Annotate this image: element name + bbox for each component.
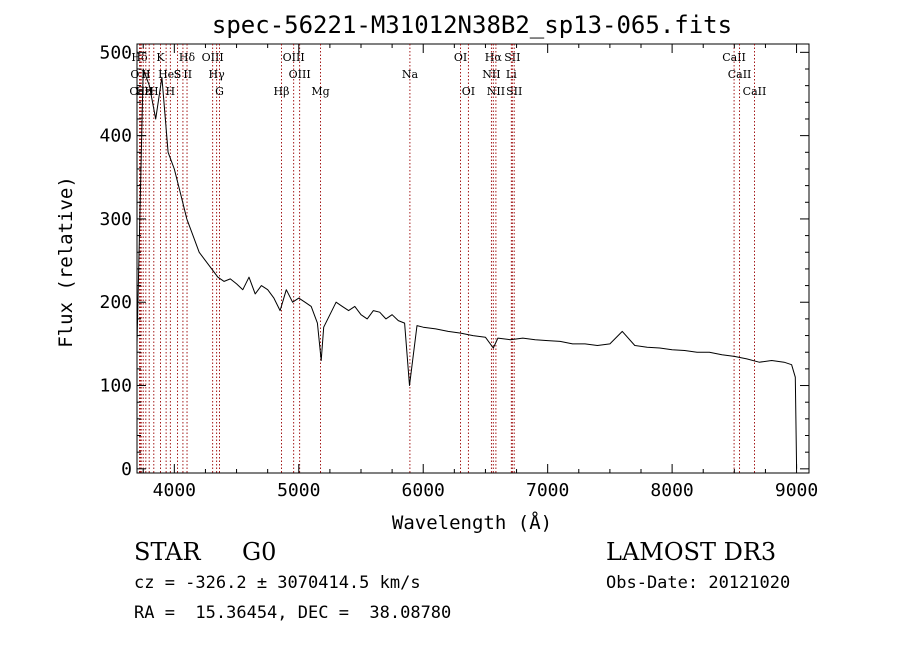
spectral-line-label: Hγ [209, 68, 226, 81]
x-tick-label: 7000 [526, 480, 569, 501]
spectral-line-label: S [174, 68, 182, 81]
spectral-line-label: H [144, 85, 154, 98]
spectral-line-label: K [156, 51, 165, 64]
spectral-line-label: Hε [136, 85, 152, 98]
spectral-line-label: H [149, 85, 159, 98]
spectral-line-label: CaII [743, 85, 767, 98]
spectral-line-label: O II [130, 68, 150, 81]
spectral-line-label: S II [174, 68, 192, 81]
x-axis-label: Wavelength (Å) [392, 511, 552, 534]
object-subclass: G0 [242, 538, 277, 566]
spectral-line-label: Hδ [131, 51, 148, 64]
x-tick-label: 8000 [650, 480, 693, 501]
spectral-line-label: Mg [311, 85, 329, 98]
x-tick-label: 9000 [775, 480, 818, 501]
spectral-line-label: OI [462, 85, 475, 98]
y-tick-label: 0 [121, 459, 132, 480]
y-tick-label: 500 [99, 42, 132, 63]
plot-frame [136, 43, 810, 474]
y-axis: 0 100 200 300 400 500 [99, 42, 809, 480]
spectral-line-label: OIII [202, 51, 224, 64]
spectral-line-label: OI [454, 51, 467, 64]
y-axis-label: Flux (relative) [55, 176, 77, 348]
velocity-text: cz = -326.2 ± 3070414.5 km/s [134, 573, 421, 593]
survey-label: LAMOST DR3 [606, 538, 777, 566]
spectral-line-label: NII [482, 68, 500, 81]
spectral-line-label: CaII [728, 68, 752, 81]
spectral-line-label: CaII [129, 85, 153, 98]
spectral-line-label: G [215, 85, 224, 98]
spectral-line-label: OIII [289, 68, 311, 81]
spectral-line-label: Li [506, 68, 517, 81]
coordinates-text: RA = 15.36454, DEC = 38.08780 [134, 603, 452, 623]
spectral-line-label: Hα [485, 51, 503, 64]
spectral-line-label: Hδ [179, 51, 196, 64]
x-tick-label: 4000 [153, 480, 196, 501]
spectral-line-label: H [166, 85, 176, 98]
x-tick-label: 5000 [277, 480, 320, 501]
spectral-line-label: CaII [722, 51, 746, 64]
flux-series-group [136, 68, 798, 469]
spectral-line-label: SII [504, 51, 520, 64]
spectral-line-label: SII [506, 85, 522, 98]
x-axis: 4000 5000 6000 7000 8000 9000 [142, 44, 818, 501]
y-tick-label: 300 [99, 209, 132, 230]
spectral-line-label: NII [487, 85, 505, 98]
spectral-line-label: H [141, 68, 151, 81]
y-tick-label: 400 [99, 126, 132, 147]
spectral-line-label: OIII [283, 51, 305, 64]
chart-title: spec-56221-M31012N38B2_sp13-065.fits [212, 11, 732, 39]
y-tick-label: 200 [99, 292, 132, 313]
x-tick-label: 6000 [402, 480, 445, 501]
spectral-line-label: Na [402, 68, 419, 81]
y-tick-label: 100 [99, 376, 132, 397]
obs-date-text: Obs-Date: 20121020 [606, 573, 791, 593]
spectral-line-label: Hβ [274, 85, 290, 98]
object-class: STAR [134, 538, 201, 566]
spectral-line-label: He [158, 68, 174, 81]
flux-series-line [136, 68, 798, 469]
